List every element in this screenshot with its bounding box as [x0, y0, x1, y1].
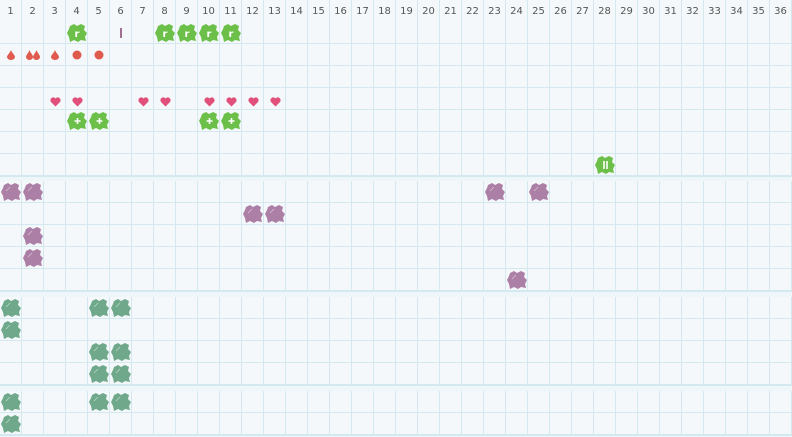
column-label: 15: [308, 0, 330, 22]
column-label: 6: [110, 0, 132, 22]
column-label: 20: [418, 0, 440, 22]
teal-crop-icon[interactable]: [0, 319, 22, 341]
purple-crop-icon[interactable]: [242, 203, 264, 225]
column-label: 14: [286, 0, 308, 22]
teal-crop-icon[interactable]: [88, 363, 110, 385]
teal-crop-icon[interactable]: [88, 341, 110, 363]
plant-sprout-icon[interactable]: r: [220, 22, 242, 44]
svg-text:r: r: [162, 29, 167, 40]
heart-icon[interactable]: [264, 88, 286, 110]
plant-plus-icon[interactable]: [220, 110, 242, 132]
plant-sprout-icon[interactable]: r: [198, 22, 220, 44]
heart-icon[interactable]: [154, 88, 176, 110]
heart-icon[interactable]: [66, 88, 88, 110]
water-drop-icon[interactable]: [44, 44, 66, 66]
purple-crop-icon[interactable]: [22, 181, 44, 203]
purple-crop-icon[interactable]: [22, 247, 44, 269]
purple-crop-icon[interactable]: [506, 269, 528, 291]
column-label: 23: [484, 0, 506, 22]
teal-crop-icon[interactable]: [110, 391, 132, 413]
purple-crop-icon[interactable]: [0, 181, 22, 203]
teal-crop-icon[interactable]: [110, 297, 132, 319]
grid-section: [0, 391, 792, 436]
plant-sprout-icon[interactable]: r: [66, 22, 88, 44]
plant-plus-icon[interactable]: [66, 110, 88, 132]
column-label: 27: [572, 0, 594, 22]
column-label: 10: [198, 0, 220, 22]
marker-icon[interactable]: [110, 22, 132, 44]
column-label: 1: [0, 0, 22, 22]
svg-text:r: r: [206, 29, 211, 40]
column-label: 19: [396, 0, 418, 22]
teal-crop-icon[interactable]: [88, 297, 110, 319]
column-label: 35: [748, 0, 770, 22]
column-label: 28: [594, 0, 616, 22]
svg-text:r: r: [184, 29, 189, 40]
heart-icon[interactable]: [198, 88, 220, 110]
water-drop-icon[interactable]: [0, 44, 22, 66]
heart-icon[interactable]: [220, 88, 242, 110]
plant-sprout-icon[interactable]: r: [176, 22, 198, 44]
column-label: 7: [132, 0, 154, 22]
purple-crop-icon[interactable]: [484, 181, 506, 203]
teal-crop-icon[interactable]: [0, 297, 22, 319]
purple-crop-icon[interactable]: [528, 181, 550, 203]
plant-plus-icon[interactable]: [88, 110, 110, 132]
column-label: 25: [528, 0, 550, 22]
purple-crop-icon[interactable]: [22, 225, 44, 247]
column-label: 26: [550, 0, 572, 22]
column-label: 5: [88, 0, 110, 22]
heart-icon[interactable]: [44, 88, 66, 110]
column-label: 24: [506, 0, 528, 22]
heart-icon[interactable]: [242, 88, 264, 110]
column-label: 36: [770, 0, 792, 22]
column-label: 4: [66, 0, 88, 22]
column-label: 32: [682, 0, 704, 22]
dot-icon[interactable]: [88, 44, 110, 66]
column-label: 17: [352, 0, 374, 22]
grid-section: [0, 297, 792, 386]
column-label: 18: [374, 0, 396, 22]
column-label: 2: [22, 0, 44, 22]
teal-crop-icon[interactable]: [88, 391, 110, 413]
purple-crop-icon[interactable]: [264, 203, 286, 225]
plant-plus-icon[interactable]: [198, 110, 220, 132]
dot-icon[interactable]: [66, 44, 88, 66]
column-label: 13: [264, 0, 286, 22]
column-label: 21: [440, 0, 462, 22]
column-label: 8: [154, 0, 176, 22]
column-label: 11: [220, 0, 242, 22]
column-label: 29: [616, 0, 638, 22]
teal-crop-icon[interactable]: [0, 391, 22, 413]
column-label: 16: [330, 0, 352, 22]
teal-crop-icon[interactable]: [110, 341, 132, 363]
water-drops-icon[interactable]: [22, 44, 44, 66]
teal-crop-icon[interactable]: [0, 413, 22, 435]
column-label: 33: [704, 0, 726, 22]
column-label: 31: [660, 0, 682, 22]
column-label: 3: [44, 0, 66, 22]
svg-text:r: r: [74, 29, 79, 40]
column-label: 22: [462, 0, 484, 22]
plant-sprout-icon[interactable]: r: [154, 22, 176, 44]
grid-section: [0, 181, 792, 292]
teal-crop-icon[interactable]: [110, 363, 132, 385]
plant-pause-icon[interactable]: [594, 154, 616, 176]
column-label: 9: [176, 0, 198, 22]
column-label: 12: [242, 0, 264, 22]
heart-icon[interactable]: [132, 88, 154, 110]
column-label: 34: [726, 0, 748, 22]
column-header: 1 2 3 4 5 6 7 8 9 10 11 12 13 14 15 16 17 18 19 20 21 22 23 24 2…: [0, 0, 792, 23]
svg-text:r: r: [228, 29, 233, 40]
column-label: 30: [638, 0, 660, 22]
